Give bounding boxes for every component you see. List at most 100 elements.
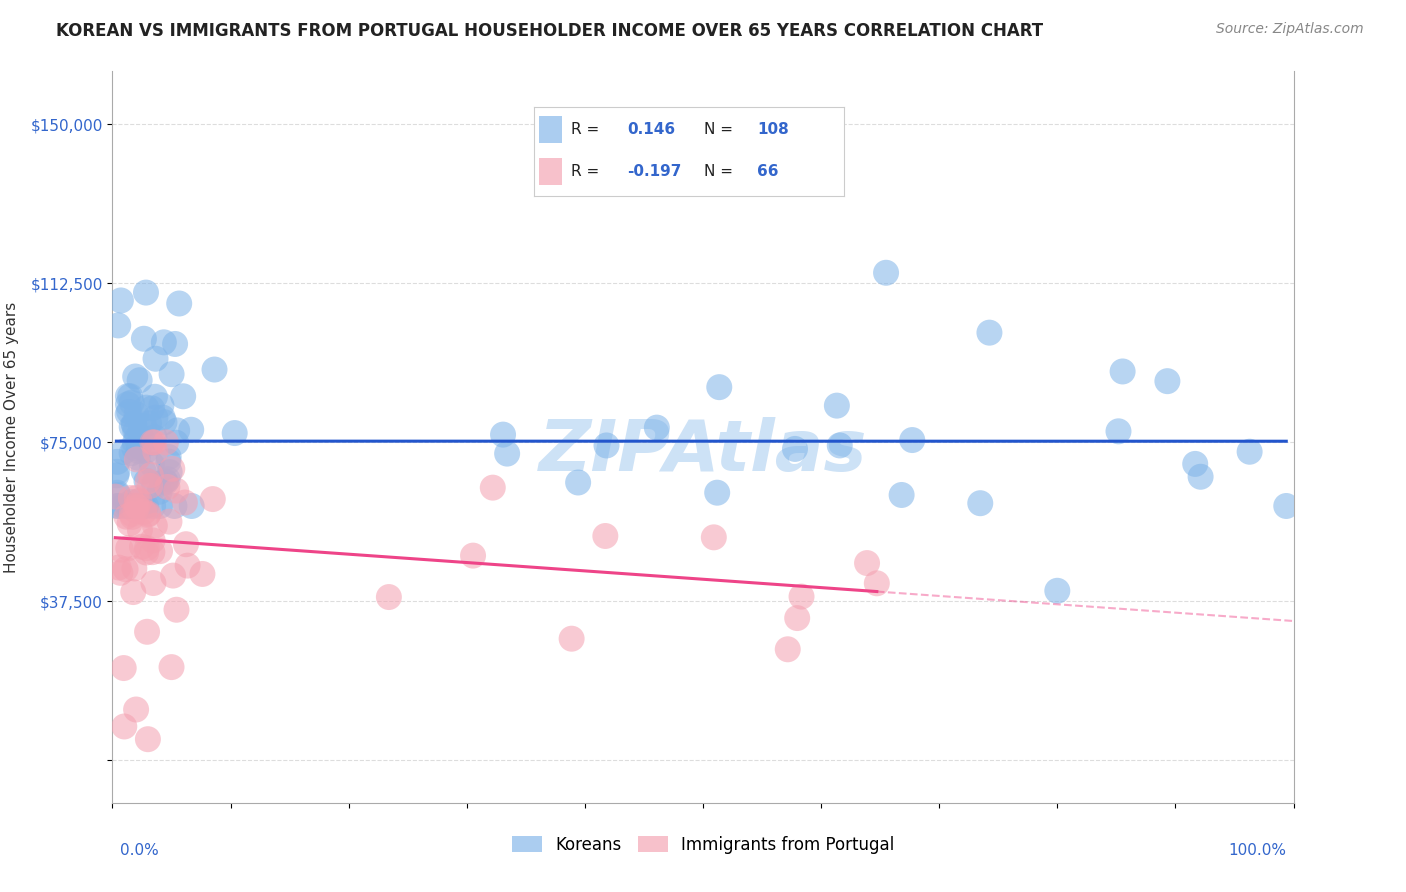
Point: [174, 537, 197, 551]
Point: [1156, 374, 1178, 388]
Point: [105, 499, 128, 513]
Point: [776, 642, 799, 657]
Point: [128, 440, 150, 454]
Point: [152, 410, 174, 425]
Point: [149, 499, 172, 513]
Point: [131, 499, 153, 513]
Point: [224, 425, 246, 440]
Point: [866, 576, 889, 591]
Point: [143, 435, 166, 450]
Point: [112, 499, 135, 513]
Point: [135, 474, 157, 488]
Text: 108: 108: [756, 122, 789, 136]
Point: [890, 488, 912, 502]
Point: [118, 404, 141, 418]
Text: 66: 66: [756, 164, 779, 179]
Point: [122, 417, 145, 431]
Text: 0.0%: 0.0%: [120, 843, 159, 858]
Point: [142, 499, 165, 513]
Point: [709, 380, 731, 394]
Point: [496, 447, 519, 461]
Point: [121, 420, 143, 434]
Point: [141, 435, 163, 450]
Point: [163, 499, 186, 513]
Point: [121, 395, 143, 409]
Point: [172, 389, 194, 403]
Point: [107, 318, 129, 333]
Point: [856, 556, 879, 570]
Point: [191, 566, 214, 581]
Text: 0.146: 0.146: [627, 122, 675, 136]
Text: N =: N =: [704, 164, 738, 179]
Point: [112, 719, 135, 733]
Point: [143, 476, 166, 491]
Point: [122, 441, 145, 455]
Point: [125, 431, 148, 445]
Point: [156, 480, 179, 494]
Point: [124, 499, 146, 513]
Point: [139, 479, 162, 493]
Point: [166, 603, 188, 617]
Point: [174, 495, 197, 509]
Point: [107, 499, 129, 513]
Point: [127, 443, 149, 458]
Point: [167, 296, 190, 310]
Point: [645, 420, 668, 434]
Point: [134, 505, 156, 519]
Point: [561, 632, 583, 646]
Point: [141, 458, 163, 472]
Point: [134, 444, 156, 458]
FancyBboxPatch shape: [538, 116, 562, 143]
Point: [125, 499, 148, 513]
Point: [125, 702, 148, 716]
Point: [703, 530, 725, 544]
Point: [129, 523, 152, 537]
Point: [121, 507, 143, 521]
Point: [142, 576, 165, 591]
Point: [790, 590, 813, 604]
Point: [124, 435, 146, 450]
Point: [124, 369, 146, 384]
Point: [143, 444, 166, 458]
Point: [153, 474, 176, 488]
Point: [1275, 499, 1298, 513]
Point: [142, 533, 165, 548]
Point: [783, 442, 806, 456]
Point: [595, 529, 617, 543]
Point: [115, 509, 138, 524]
Point: [786, 611, 808, 625]
Point: [176, 558, 198, 573]
Point: [1046, 583, 1069, 598]
Point: [150, 398, 173, 412]
Point: [128, 494, 150, 508]
Text: N =: N =: [704, 122, 738, 136]
Point: [105, 485, 128, 500]
Point: [114, 562, 136, 576]
Point: [135, 499, 157, 513]
Point: [118, 499, 141, 513]
Point: [127, 500, 149, 515]
Point: [1189, 469, 1212, 483]
Point: [165, 483, 187, 498]
Point: [160, 367, 183, 381]
Legend: Koreans, Immigrants from Portugal: Koreans, Immigrants from Portugal: [505, 829, 901, 860]
Point: [129, 423, 152, 437]
Point: [145, 410, 167, 425]
Point: [492, 427, 515, 442]
Point: [121, 446, 143, 460]
Point: [153, 415, 176, 429]
Point: [149, 544, 172, 558]
Point: [595, 438, 617, 452]
Point: [135, 401, 157, 415]
Point: [118, 516, 141, 531]
Point: [204, 362, 226, 376]
Text: ZIPAtlas: ZIPAtlas: [538, 417, 868, 486]
Point: [157, 450, 180, 464]
Point: [104, 490, 127, 504]
Point: [138, 417, 160, 431]
Point: [117, 499, 139, 513]
Point: [105, 465, 128, 479]
FancyBboxPatch shape: [538, 159, 562, 186]
Point: [112, 661, 135, 675]
Point: [875, 266, 897, 280]
